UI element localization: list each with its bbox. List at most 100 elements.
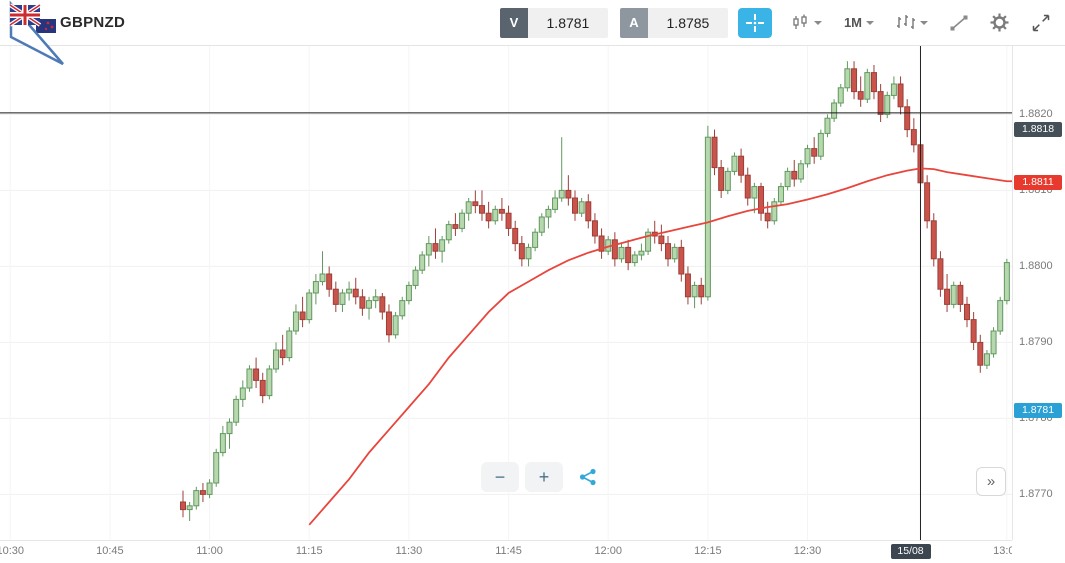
candle-down <box>897 83 904 108</box>
collapse-panel-button[interactable] <box>1029 8 1053 38</box>
candle-down <box>359 296 366 309</box>
candle-up <box>525 246 532 260</box>
uk-flag-icon <box>8 2 42 27</box>
candle-up <box>233 398 240 423</box>
price-tick-label: 1.8820 <box>1019 108 1053 121</box>
ohlc-bars-icon <box>897 15 915 29</box>
candlestick-style-icon <box>793 14 807 29</box>
candle-up <box>837 87 844 104</box>
price-tag: 1.8811 <box>1014 174 1062 190</box>
candle-up <box>552 197 559 210</box>
time-tick-label: 11:45 <box>495 545 522 557</box>
candle-down <box>738 155 745 176</box>
candle-down <box>611 239 618 260</box>
nz-flag-icon <box>36 18 56 33</box>
trend-indicator-icon <box>950 15 968 30</box>
buy-label: A <box>619 7 648 38</box>
candle-down <box>591 220 598 237</box>
candle-down <box>478 205 485 214</box>
candle-down <box>571 197 578 214</box>
gb-nz-flags-icon <box>8 0 64 65</box>
candle-down <box>199 490 206 495</box>
candle-down <box>877 91 884 115</box>
candle-up <box>817 132 824 157</box>
sell-label: V <box>499 7 528 38</box>
candle-up <box>558 189 565 199</box>
session-date-label: 15/08 <box>890 544 931 559</box>
candle-up <box>797 163 804 180</box>
zoom-out-button[interactable]: − <box>481 462 519 492</box>
candle-up <box>824 117 831 134</box>
settings-button[interactable] <box>988 8 1011 38</box>
candle-up <box>492 208 499 222</box>
price-axis[interactable]: 1.8820 1.8810 1.8800 1.8790 1.8780 1.8770 1.88… <box>1012 46 1065 540</box>
candle-up <box>997 300 1004 332</box>
chart-style-button[interactable] <box>790 8 824 38</box>
candle-up <box>844 68 851 89</box>
candle-up <box>392 315 399 336</box>
time-tick-label: 13:00 <box>993 545 1012 557</box>
candle-down <box>937 258 944 290</box>
candle-down <box>472 201 479 207</box>
time-tick-label: 11:30 <box>395 545 423 557</box>
candle-down <box>857 91 864 100</box>
candle-down <box>811 148 818 157</box>
candle-up <box>459 212 466 229</box>
candle-up <box>864 72 871 100</box>
candle-down <box>598 235 605 252</box>
candle-down <box>910 129 917 146</box>
candle-up <box>724 170 731 191</box>
zoom-in-button[interactable]: + <box>525 462 563 492</box>
candle-up <box>465 201 472 214</box>
candle-up <box>784 170 791 188</box>
candle-down <box>970 319 977 343</box>
time-tick-label: 10:30 <box>0 545 25 557</box>
candle-up <box>691 284 698 298</box>
candle-down <box>658 235 665 245</box>
candle-up <box>578 201 585 214</box>
chevron-down-icon <box>813 20 822 25</box>
time-tick-label: 12:30 <box>793 545 822 557</box>
candle-up <box>645 231 652 252</box>
share-button[interactable] <box>569 462 607 492</box>
indicators-button[interactable] <box>948 8 970 38</box>
candle-down <box>518 243 525 260</box>
candle-up <box>239 387 246 400</box>
time-axis[interactable]: 10:30 10:45 11:00 11:15 11:30 11:45 12:00 12:15… <box>0 540 1012 563</box>
expand-sidebar-button[interactable]: » <box>976 467 1006 496</box>
candle-up <box>372 296 379 302</box>
candle-up <box>246 368 253 389</box>
crosshair-button[interactable] <box>737 7 772 38</box>
candle-up <box>425 243 432 256</box>
ma-line <box>308 167 1012 526</box>
candle-down <box>924 182 931 222</box>
candle-up <box>306 292 313 321</box>
timeframe-button[interactable]: 1M <box>842 8 876 38</box>
time-tick-label: 11:15 <box>295 545 323 557</box>
candle-up <box>319 273 326 283</box>
candle-up <box>704 136 711 298</box>
zoom-controls: − + <box>481 462 607 492</box>
crosshair-icon <box>745 13 764 32</box>
candle-up <box>273 349 280 370</box>
candle-up <box>671 246 678 260</box>
candle-down <box>505 212 512 229</box>
buy-button[interactable]: A 1.8785 <box>619 7 728 38</box>
candle-up <box>439 239 446 252</box>
price-tag: 1.8781 <box>1014 402 1062 418</box>
candle-up <box>545 208 552 218</box>
candle-down <box>764 212 771 222</box>
price-chart[interactable] <box>0 46 1012 540</box>
candle-up <box>206 482 213 495</box>
price-tick-label: 1.8800 <box>1019 260 1053 273</box>
symbol-flags-icon[interactable] <box>0 0 64 65</box>
candle-down <box>944 288 951 305</box>
chevron-down-icon <box>866 20 874 25</box>
candle-down <box>379 296 386 313</box>
sell-button[interactable]: V 1.8781 <box>499 7 608 38</box>
bar-style-button[interactable] <box>894 8 930 38</box>
candle-up <box>419 254 426 271</box>
candle-up <box>412 269 419 286</box>
candle-up <box>990 330 997 355</box>
price-tag: 1.8818 <box>1014 121 1062 137</box>
